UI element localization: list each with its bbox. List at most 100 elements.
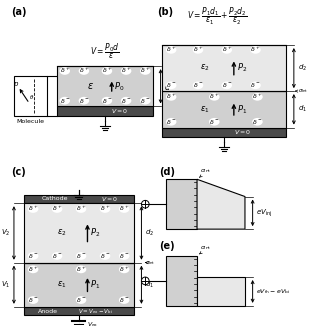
Text: $\delta^-$: $\delta^-$ <box>166 118 176 126</box>
Ellipse shape <box>119 252 129 260</box>
Ellipse shape <box>140 67 150 75</box>
Bar <box>23 203 134 263</box>
Text: $\delta^-$: $\delta^-$ <box>193 81 203 89</box>
Text: $\delta^+$: $\delta^+$ <box>222 45 232 54</box>
Ellipse shape <box>121 97 131 105</box>
Polygon shape <box>197 179 245 229</box>
Ellipse shape <box>119 205 129 213</box>
Text: $\delta^-$: $\delta^-$ <box>28 296 38 304</box>
Text: $\delta^+$: $\delta^+$ <box>166 45 176 54</box>
Text: $d_1$: $d_1$ <box>145 280 154 290</box>
Bar <box>166 256 197 306</box>
Ellipse shape <box>52 252 62 260</box>
Ellipse shape <box>28 252 38 260</box>
Text: $\delta^+$: $\delta^+$ <box>119 204 129 213</box>
Text: $\delta^+$: $\delta^+$ <box>76 204 86 213</box>
Text: $\delta^+$: $\delta^+$ <box>102 67 112 75</box>
Text: $\delta^-$: $\delta^-$ <box>222 81 232 89</box>
Ellipse shape <box>100 205 110 213</box>
Text: $\delta^+$: $\delta^+$ <box>79 67 89 75</box>
Ellipse shape <box>209 118 220 126</box>
Ellipse shape <box>250 82 261 89</box>
Ellipse shape <box>193 46 203 54</box>
Text: $P_1$: $P_1$ <box>90 278 100 291</box>
Text: $V=0$: $V=0$ <box>111 107 128 115</box>
Text: $\delta^+$: $\delta^+$ <box>166 92 176 101</box>
Text: $eV_{\rm th}-eV_{\rm bi}$: $eV_{\rm th}-eV_{\rm bi}$ <box>256 287 290 296</box>
Ellipse shape <box>28 265 38 273</box>
Text: $\varepsilon_1$: $\varepsilon_1$ <box>57 279 67 290</box>
Text: Molecule: Molecule <box>17 119 45 124</box>
Text: $\sigma_{\rm int}$: $\sigma_{\rm int}$ <box>200 167 211 175</box>
Text: $\varepsilon_1$: $\varepsilon_1$ <box>200 104 210 115</box>
Ellipse shape <box>140 97 150 105</box>
Ellipse shape <box>59 97 70 105</box>
Ellipse shape <box>252 93 263 101</box>
Text: $V=V_{\rm ex}-V_{\rm bi}$: $V=V_{\rm ex}-V_{\rm bi}$ <box>78 307 112 316</box>
Text: $\delta^-$: $\delta^-$ <box>28 252 38 260</box>
Text: Anode: Anode <box>38 309 58 314</box>
Ellipse shape <box>166 82 176 89</box>
Text: $\delta^-$: $\delta^-$ <box>166 81 176 89</box>
Text: $P_0$: $P_0$ <box>114 80 125 93</box>
Ellipse shape <box>79 97 89 105</box>
Text: $d_1$: $d_1$ <box>298 104 307 115</box>
Text: $\delta^+$: $\delta^+$ <box>252 92 263 101</box>
Ellipse shape <box>76 252 86 260</box>
Ellipse shape <box>79 67 89 75</box>
Text: $\delta^+$: $\delta^+$ <box>250 45 260 54</box>
Text: $\delta^+$: $\delta^+$ <box>76 265 86 274</box>
Text: $\sigma_{\rm int}$: $\sigma_{\rm int}$ <box>298 87 308 95</box>
Ellipse shape <box>28 296 38 304</box>
Text: (d): (d) <box>159 166 175 176</box>
Ellipse shape <box>166 46 176 54</box>
Ellipse shape <box>119 265 129 273</box>
Text: $d_2$: $d_2$ <box>298 63 307 73</box>
Text: $\delta^+$: $\delta^+$ <box>60 67 70 75</box>
Ellipse shape <box>102 67 112 75</box>
Ellipse shape <box>209 93 220 101</box>
Text: $\delta^-$: $\delta^-$ <box>52 252 62 260</box>
Text: $\theta$: $\theta$ <box>29 93 34 101</box>
Text: $\delta^-$: $\delta^-$ <box>252 118 263 126</box>
Text: $d$: $d$ <box>164 81 171 92</box>
Bar <box>23 307 134 315</box>
Circle shape <box>142 200 149 208</box>
Ellipse shape <box>28 205 38 213</box>
Text: $\delta^+$: $\delta^+$ <box>119 265 129 274</box>
Ellipse shape <box>119 296 129 304</box>
Text: Cathode: Cathode <box>41 196 68 201</box>
Text: $\delta^-$: $\delta^-$ <box>79 97 89 105</box>
Text: (c): (c) <box>11 166 26 176</box>
Text: $\delta^+$: $\delta^+$ <box>28 265 38 274</box>
Bar <box>14 76 48 116</box>
Bar <box>23 263 134 307</box>
Ellipse shape <box>166 93 176 101</box>
Ellipse shape <box>222 82 232 89</box>
Text: $V=0$: $V=0$ <box>101 195 118 203</box>
Ellipse shape <box>250 46 261 54</box>
Text: (e): (e) <box>159 241 174 251</box>
Bar <box>162 128 286 137</box>
Text: $\varepsilon_2$: $\varepsilon_2$ <box>200 63 210 73</box>
Text: $\delta^-$: $\delta^-$ <box>119 252 129 260</box>
Text: $\delta^-$: $\delta^-$ <box>76 296 86 304</box>
Text: $eV_{\rm inj}$: $eV_{\rm inj}$ <box>256 207 272 218</box>
Ellipse shape <box>76 296 86 304</box>
Text: $V=0$: $V=0$ <box>234 128 251 136</box>
Text: $\delta^+$: $\delta^+$ <box>140 67 150 75</box>
Text: $\varepsilon_2$: $\varepsilon_2$ <box>57 228 67 238</box>
Text: $\sigma_{\rm int}$: $\sigma_{\rm int}$ <box>145 259 156 267</box>
Text: (a): (a) <box>11 7 27 18</box>
Bar <box>162 45 286 91</box>
Ellipse shape <box>222 46 232 54</box>
Text: $\delta^+$: $\delta^+$ <box>193 45 203 54</box>
Text: $\delta^+$: $\delta^+$ <box>209 92 219 101</box>
Bar <box>166 179 197 229</box>
Ellipse shape <box>121 67 131 75</box>
Text: $\sigma_{\rm int}$: $\sigma_{\rm int}$ <box>200 244 211 252</box>
Circle shape <box>142 277 149 285</box>
Text: $\delta^+$: $\delta^+$ <box>100 204 110 213</box>
Text: $\delta^-$: $\delta^-$ <box>121 97 131 105</box>
Ellipse shape <box>76 205 86 213</box>
